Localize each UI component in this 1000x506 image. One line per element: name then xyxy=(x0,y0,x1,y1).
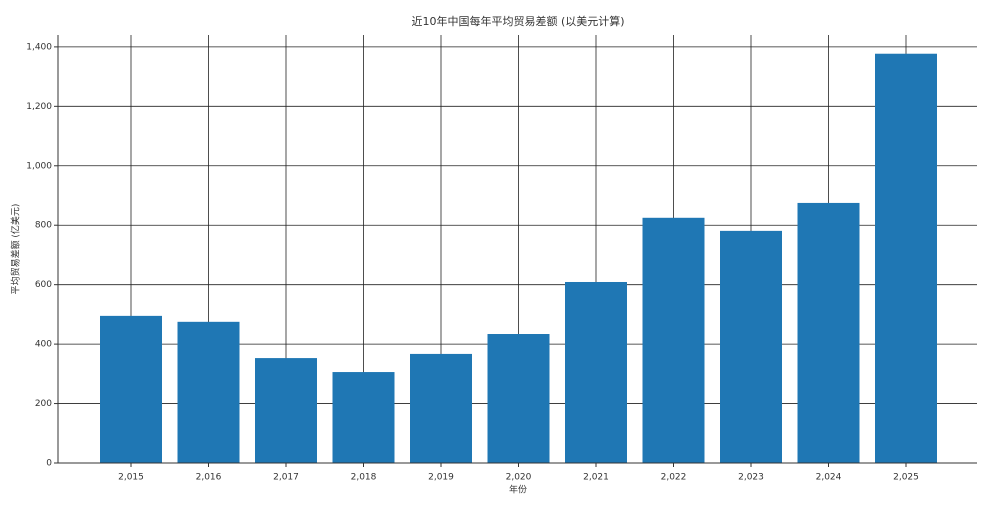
bar xyxy=(177,321,240,463)
x-tick-label: 2,019 xyxy=(428,473,454,483)
x-tick-label: 2,025 xyxy=(893,473,919,483)
bar xyxy=(565,281,627,463)
bar xyxy=(332,372,395,463)
y-tick-label: 800 xyxy=(35,221,52,231)
x-tick-label: 2,020 xyxy=(506,473,532,483)
x-axis-label: 年份 xyxy=(509,484,527,496)
x-tick-label: 2,021 xyxy=(583,473,609,483)
x-tick-label: 2,024 xyxy=(816,473,842,483)
bar xyxy=(100,315,162,463)
y-tick-label: 1,000 xyxy=(26,161,52,171)
x-tick-label: 2,017 xyxy=(273,473,299,483)
bar xyxy=(797,202,860,464)
y-tick-label: 400 xyxy=(35,340,52,350)
x-tick-label: 2,015 xyxy=(118,473,144,483)
chart-title: 近10年中国每年平均贸易差额 (以美元计算) xyxy=(411,14,624,28)
bar xyxy=(720,230,782,463)
bar xyxy=(642,217,705,463)
x-tick-label: 2,018 xyxy=(351,473,377,483)
y-tick-label: 200 xyxy=(35,399,52,409)
y-tick-label: 1,400 xyxy=(26,42,52,52)
bar xyxy=(410,353,472,463)
y-axis-label: 平均贸易差额 (亿美元) xyxy=(10,204,22,295)
bar xyxy=(875,53,937,463)
y-tick-label: 0 xyxy=(46,459,52,469)
bar xyxy=(255,358,317,463)
y-tick-label: 1,200 xyxy=(26,102,52,112)
bar xyxy=(487,334,550,463)
y-tick-label: 600 xyxy=(35,280,52,290)
x-tick-label: 2,022 xyxy=(661,473,687,483)
x-tick-label: 2,023 xyxy=(738,473,764,483)
x-tick-label: 2,016 xyxy=(196,473,222,483)
